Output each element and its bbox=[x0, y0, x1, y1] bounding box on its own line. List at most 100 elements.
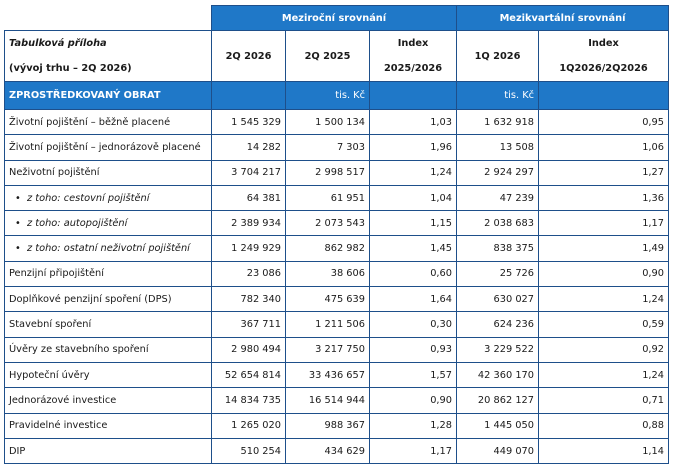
cell-q1-2026: 624 236 bbox=[456, 311, 540, 338]
row-label-text: Pravidelné investice bbox=[9, 420, 108, 432]
cell-q2-2025: 7 303 bbox=[285, 134, 370, 161]
section-blank bbox=[368, 81, 458, 110]
row-label: Doplňkové penzijní spoření (DPS) bbox=[4, 286, 212, 313]
row-label: Penzijní připojištění bbox=[4, 260, 212, 288]
col-header-index-yoy-period: 2025/2026 bbox=[368, 56, 458, 82]
cell-idx-yoy: 1,64 bbox=[368, 286, 458, 313]
cell-q2-2025: 61 951 bbox=[285, 184, 370, 212]
cell-q2-2026: 52 654 814 bbox=[211, 361, 286, 389]
cell-q1-2026: 47 239 bbox=[456, 184, 540, 212]
cell-idx-qoq: 1,24 bbox=[538, 361, 670, 389]
row-label-text: Životní pojištění – jednorázově placené bbox=[9, 141, 201, 153]
cell-idx-qoq: 0,59 bbox=[538, 311, 670, 338]
table-row: Životní pojištění – jednorázově placené 1… bbox=[4, 134, 670, 161]
cell-q2-2026: 782 340 bbox=[211, 286, 286, 313]
cell-idx-qoq: 0,92 bbox=[538, 336, 670, 363]
cell-q2-2025: 475 639 bbox=[285, 286, 370, 313]
cell-q2-2026: 14 282 bbox=[211, 134, 286, 161]
cell-idx-qoq: 1,17 bbox=[538, 210, 670, 237]
row-label-text: Jednorázové investice bbox=[9, 394, 117, 406]
cell-idx-qoq: 1,49 bbox=[538, 235, 670, 262]
row-label: Jednorázové investice bbox=[4, 387, 212, 414]
cell-idx-qoq: 0,95 bbox=[538, 108, 670, 136]
cell-idx-qoq: 1,06 bbox=[538, 134, 670, 161]
cell-q2-2025: 862 982 bbox=[285, 235, 370, 262]
cell-idx-yoy: 0,30 bbox=[368, 311, 458, 338]
market-table-container: Meziroční srovnání Mezikvartální srovnán… bbox=[4, 5, 670, 465]
cell-q1-2026: 449 070 bbox=[456, 437, 540, 465]
row-label-text: DIP bbox=[9, 445, 26, 457]
market-development-table: Meziroční srovnání Mezikvartální srovnán… bbox=[4, 5, 670, 465]
row-label: Pravidelné investice bbox=[4, 412, 212, 439]
row-label: Hypoteční úvěry bbox=[4, 361, 212, 389]
section-blank bbox=[538, 81, 670, 110]
col-header-index-qoq-period: 1Q2026/2Q2026 bbox=[538, 56, 670, 82]
section-blank bbox=[211, 81, 286, 110]
appendix-subtitle: (vývoj trhu – 2Q 2026) bbox=[4, 56, 212, 82]
section-unit-qoq: tis. Kč bbox=[456, 81, 540, 110]
section-title: ZPROSTŘEDKOVANÝ OBRAT bbox=[4, 81, 212, 110]
row-label-text: Stavební spoření bbox=[9, 319, 92, 331]
row-label-text: Hypoteční úvěry bbox=[9, 369, 90, 381]
table-row: Doplňkové penzijní spoření (DPS) 782 340 4… bbox=[4, 286, 670, 313]
yoy-comparison-header: Meziroční srovnání bbox=[210, 5, 458, 31]
cell-q2-2025: 3 217 750 bbox=[285, 336, 370, 363]
table-row: Neživotní pojištění 3 704 217 2 998 517 1,2… bbox=[4, 159, 670, 186]
cell-q2-2026: 64 381 bbox=[211, 184, 286, 212]
cell-q1-2026: 42 360 170 bbox=[456, 361, 540, 389]
cell-idx-qoq: 1,24 bbox=[538, 286, 670, 313]
cell-q2-2025: 16 514 944 bbox=[285, 387, 370, 414]
bullet-icon: • bbox=[15, 192, 21, 204]
cell-q1-2026: 630 027 bbox=[456, 286, 540, 313]
cell-idx-qoq: 1,36 bbox=[538, 184, 670, 212]
cell-q2-2026: 1 545 329 bbox=[211, 108, 286, 136]
table-row: Hypoteční úvěry 52 654 814 33 436 657 1,57 4… bbox=[4, 361, 670, 389]
cell-q2-2026: 2 980 494 bbox=[211, 336, 286, 363]
row-label-text: Úvěry ze stavebního spoření bbox=[9, 344, 149, 356]
table-row: • z toho: autopojištění 2 389 934 2 073 543… bbox=[4, 210, 670, 237]
row-label: • z toho: autopojištění bbox=[4, 210, 212, 237]
cell-q2-2026: 1 249 929 bbox=[211, 235, 286, 262]
table-row: Stavební spoření 367 711 1 211 506 0,30 624 … bbox=[4, 311, 670, 338]
row-label: Životní pojištění – jednorázově placené bbox=[4, 134, 212, 161]
cell-q1-2026: 1 632 918 bbox=[456, 108, 540, 136]
cell-q1-2026: 25 726 bbox=[456, 260, 540, 288]
col-header-2q2025: 2Q 2025 bbox=[285, 30, 370, 82]
row-label: Stavební spoření bbox=[4, 311, 212, 338]
row-label: Úvěry ze stavebního spoření bbox=[4, 336, 212, 363]
cell-idx-qoq: 0,90 bbox=[538, 260, 670, 288]
row-label: Neživotní pojištění bbox=[4, 159, 212, 186]
cell-q2-2025: 434 629 bbox=[285, 437, 370, 465]
cell-q1-2026: 2 038 683 bbox=[456, 210, 540, 237]
col-header-1q2026: 1Q 2026 bbox=[456, 30, 540, 82]
cell-idx-yoy: 1,17 bbox=[368, 437, 458, 465]
row-label-text: z toho: autopojištění bbox=[27, 217, 128, 229]
section-unit-yoy: tis. Kč bbox=[285, 81, 370, 110]
cell-idx-yoy: 1,04 bbox=[368, 184, 458, 212]
cell-idx-yoy: 1,45 bbox=[368, 235, 458, 262]
cell-q2-2026: 14 834 735 bbox=[211, 387, 286, 414]
cell-idx-yoy: 1,24 bbox=[368, 159, 458, 186]
qoq-comparison-header: Mezikvartální srovnání bbox=[456, 5, 670, 31]
cell-q1-2026: 20 862 127 bbox=[456, 387, 540, 414]
cell-q1-2026: 2 924 297 bbox=[456, 159, 540, 186]
appendix-title: Tabulková příloha bbox=[4, 30, 212, 56]
cell-idx-yoy: 1,15 bbox=[368, 210, 458, 237]
cell-idx-yoy: 0,90 bbox=[368, 387, 458, 414]
cell-idx-qoq: 1,27 bbox=[538, 159, 670, 186]
cell-q2-2025: 988 367 bbox=[285, 412, 370, 439]
table-row: • z toho: cestovní pojištění 64 381 61 951 1… bbox=[4, 184, 670, 212]
cell-idx-qoq: 1,14 bbox=[538, 437, 670, 465]
cell-q2-2026: 3 704 217 bbox=[211, 159, 286, 186]
row-label-text: Neživotní pojištění bbox=[9, 167, 100, 179]
cell-q2-2026: 1 265 020 bbox=[211, 412, 286, 439]
table-row: Pravidelné investice 1 265 020 988 367 1,28… bbox=[4, 412, 670, 439]
cell-q2-2026: 510 254 bbox=[211, 437, 286, 465]
col-header-index-yoy-label: Index bbox=[368, 30, 458, 56]
row-label: • z toho: ostatní neživotní pojištění bbox=[4, 235, 212, 262]
blank-corner bbox=[4, 5, 212, 31]
section-row: ZPROSTŘEDKOVANÝ OBRAT tis. Kč tis. Kč bbox=[4, 81, 670, 110]
bullet-icon: • bbox=[15, 243, 21, 255]
table-row: Jednorázové investice 14 834 735 16 514 94… bbox=[4, 387, 670, 414]
cell-q1-2026: 1 445 050 bbox=[456, 412, 540, 439]
